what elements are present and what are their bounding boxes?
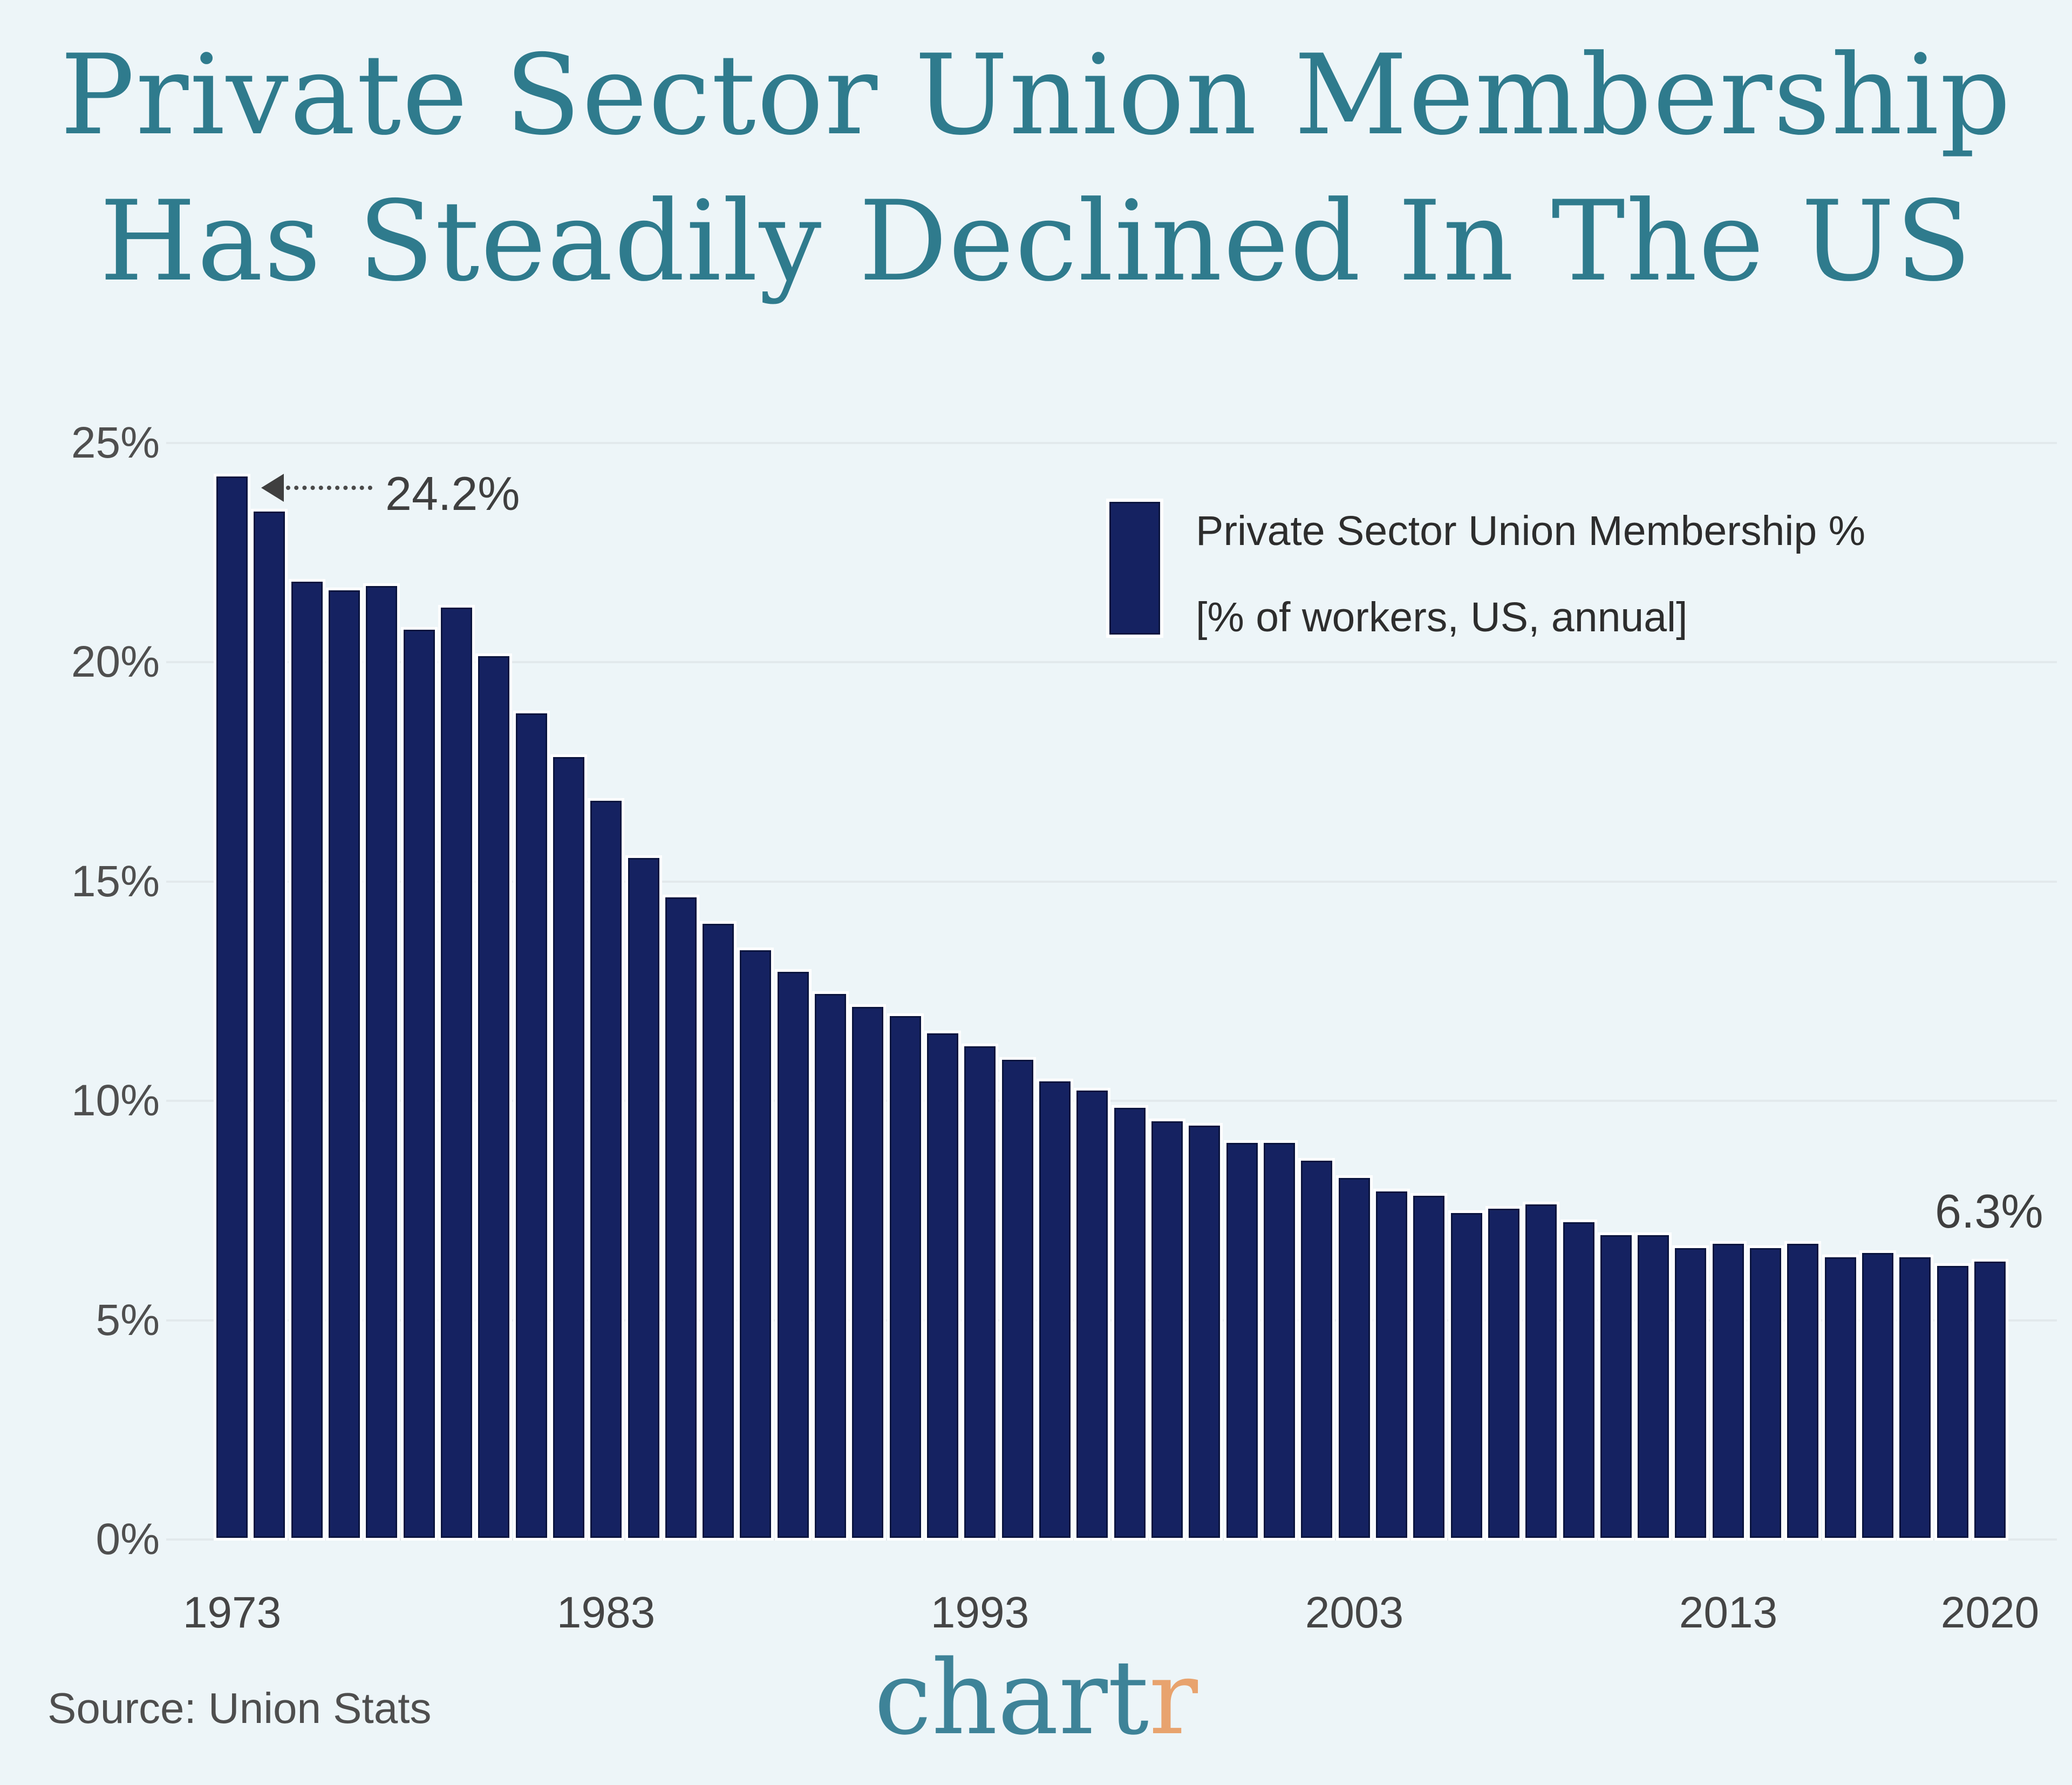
chart-title-line1: Private Sector Union Membership [60,31,2012,160]
y-axis-label-10%: 10% [71,1076,160,1125]
legend-label: Private Sector Union Membership % [1196,508,1866,554]
bar-1991 [890,1016,921,1538]
bar-1997 [1114,1108,1146,1538]
legend-swatch [1109,502,1160,635]
bar-2007 [1488,1209,1519,1538]
bar-2001 [1264,1143,1295,1538]
bar-1982 [553,757,584,1538]
bar-2000 [1226,1143,1258,1538]
bar-1973 [216,476,248,1538]
chart-title: Private Sector Union Membership Has Stea… [0,23,2072,315]
bar-2010 [1600,1235,1632,1538]
bar-1987 [740,950,771,1538]
annotation-latest-value: 6.3% [1935,1184,2043,1238]
bar-2018 [1899,1257,1931,1538]
bar-2019 [1937,1266,1968,1538]
y-axis-label-0%: 0% [96,1515,160,1564]
bar-2008 [1525,1204,1557,1538]
bar-2002 [1301,1161,1332,1538]
bar-2016 [1825,1257,1856,1538]
bar-1998 [1151,1121,1183,1538]
bar-1978 [404,630,435,1538]
x-axis-label-2003: 2003 [1305,1588,1404,1637]
bar-1980 [478,656,509,1538]
bar-1974 [254,512,285,1538]
bar-2011 [1638,1235,1669,1538]
x-axis-label-2013: 2013 [1679,1588,1778,1637]
y-axis-label-20%: 20% [71,637,160,686]
gridline-5% [166,1319,2057,1321]
bar-1996 [1076,1091,1108,1538]
annotation-arrow-dotted-line [286,486,372,490]
bar-2006 [1451,1213,1482,1538]
bar-1993 [964,1046,996,1538]
bar-1984 [628,858,659,1538]
x-axis-label-1983: 1983 [556,1588,656,1637]
bar-2014 [1750,1248,1781,1538]
bar-1986 [703,924,734,1538]
bar-1994 [1002,1060,1033,1538]
x-axis-label-2020: 2020 [1940,1588,2040,1637]
bar-1983 [590,801,622,1538]
bar-1999 [1189,1126,1220,1538]
chartr-logo-teal: chart [874,1638,1149,1757]
bar-1995 [1039,1081,1071,1538]
bar-2003 [1339,1178,1370,1538]
bar-1979 [441,608,472,1538]
gridline-25% [166,442,2057,444]
annotation-arrowhead-icon [261,474,284,502]
bar-1977 [366,586,397,1538]
bar-2005 [1413,1196,1444,1538]
bar-2015 [1787,1244,1818,1538]
bar-1975 [291,582,323,1538]
y-axis-label-5%: 5% [96,1296,160,1345]
source-credit: Source: Union Stats [47,1684,432,1732]
annotation-peak-value: 24.2% [385,467,520,520]
bar-1990 [852,1007,883,1538]
gridline-0% [166,1538,2057,1541]
bar-1988 [778,972,809,1538]
bar-2013 [1713,1244,1744,1538]
chart-title-line2: Has Steadily Declined In The US [99,177,1973,306]
chartr-logo: chartr [0,1647,2072,1749]
bar-1981 [516,713,547,1538]
chartr-logo-orange: r [1149,1638,1198,1757]
gridline-20% [166,661,2057,663]
gridline-10% [166,1100,2057,1102]
bar-1992 [927,1033,958,1538]
y-axis-label-15%: 15% [71,857,160,906]
legend-sublabel: [% of workers, US, annual] [1196,594,1688,641]
bar-2009 [1563,1222,1594,1538]
bar-2020 [1974,1262,2006,1538]
bar-2017 [1862,1253,1893,1538]
gridline-15% [166,881,2057,883]
y-axis-label-25%: 25% [71,418,160,467]
x-axis-label-1993: 1993 [930,1588,1030,1637]
bar-1989 [815,994,846,1538]
bar-1985 [665,897,697,1538]
bar-2012 [1675,1248,1706,1538]
bar-2004 [1376,1191,1407,1538]
bar-1976 [329,590,360,1538]
x-axis-label-1973: 1973 [182,1588,282,1637]
